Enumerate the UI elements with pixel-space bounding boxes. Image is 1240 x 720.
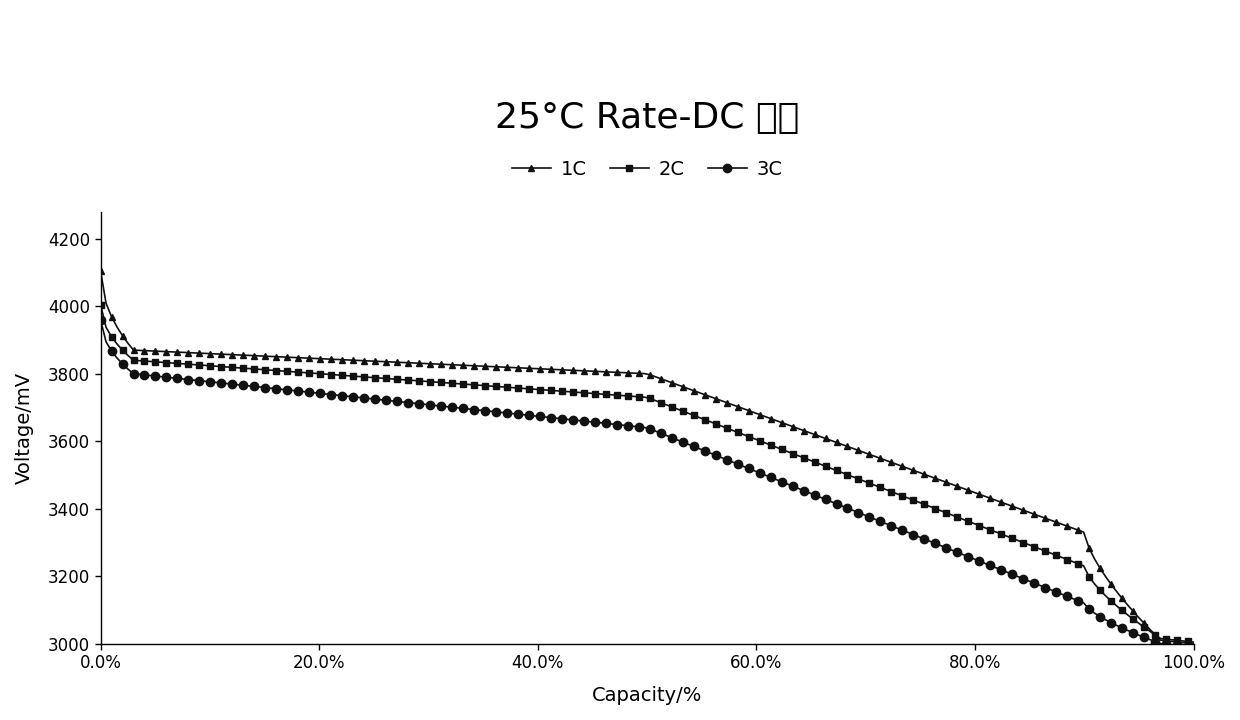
- 2C: [1092, 586, 1107, 595]
- 1C: [1092, 564, 1107, 572]
- Y-axis label: Voltage/mV: Voltage/mV: [15, 372, 33, 484]
- X-axis label: Capacity/%: Capacity/%: [591, 686, 702, 705]
- 3C: [1185, 643, 1200, 652]
- 3C: [1092, 613, 1107, 621]
- 1C: [159, 347, 174, 356]
- Line: 1C: 1C: [97, 267, 1197, 647]
- 1C: [384, 358, 399, 366]
- 3C: [93, 315, 108, 324]
- 1C: [1185, 639, 1200, 648]
- 2C: [1131, 619, 1146, 628]
- 3C: [159, 373, 174, 382]
- Line: 2C: 2C: [97, 301, 1197, 645]
- Title: 25°C Rate-DC 能力: 25°C Rate-DC 能力: [495, 102, 799, 135]
- 3C: [296, 387, 311, 396]
- 3C: [1131, 631, 1146, 639]
- Legend: 1C, 2C, 3C: 1C, 2C, 3C: [503, 153, 790, 187]
- Line: 3C: 3C: [97, 315, 1198, 651]
- 1C: [296, 354, 311, 362]
- 2C: [159, 359, 174, 367]
- 2C: [384, 374, 399, 383]
- 3C: [384, 397, 399, 405]
- 2C: [93, 300, 108, 309]
- 3C: [138, 371, 153, 379]
- 2C: [138, 356, 153, 365]
- 1C: [1131, 613, 1146, 621]
- 2C: [1185, 638, 1200, 647]
- 2C: [296, 368, 311, 377]
- 1C: [138, 346, 153, 355]
- 1C: [93, 266, 108, 275]
